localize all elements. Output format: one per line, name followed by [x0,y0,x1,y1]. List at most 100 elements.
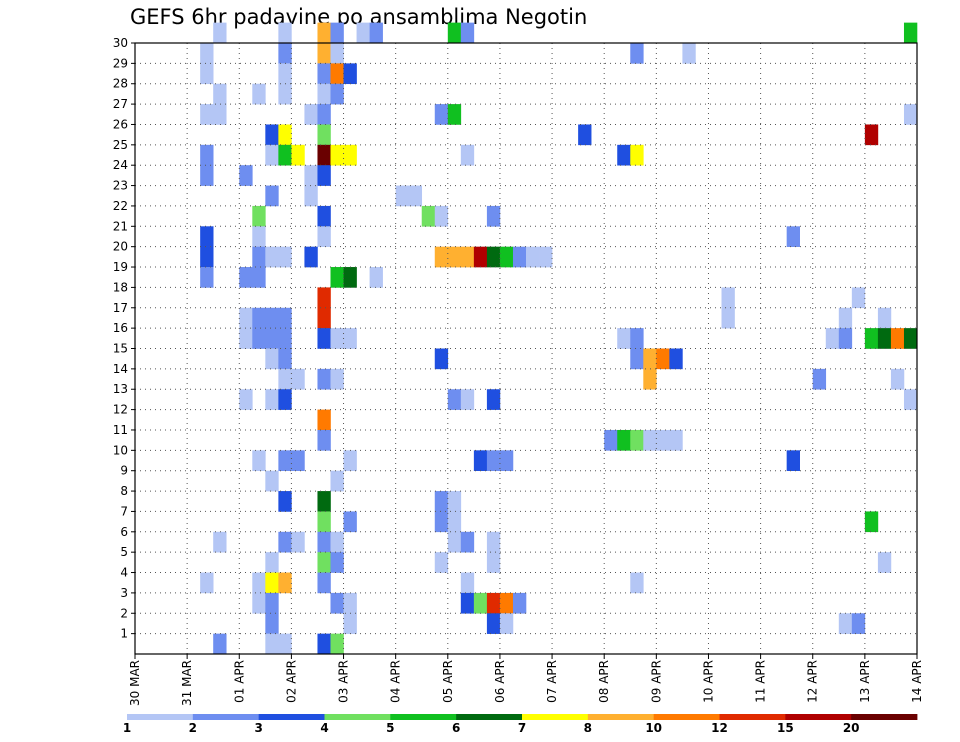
heatmap-cell [317,409,331,431]
legend-swatch [456,714,523,720]
legend-swatch [390,714,457,720]
heatmap-cell [265,124,279,146]
heatmap-cell [278,144,292,166]
heatmap-cell [200,43,214,64]
heatmap-cell [317,552,331,573]
heatmap-cell [278,491,292,512]
y-tick-label: 29 [113,56,128,70]
x-tick-label: 06 APR [493,660,507,703]
x-tick-label: 02 APR [284,660,298,703]
heatmap-cell [721,307,735,329]
heatmap-cell [252,205,266,227]
heatmap-cell [291,531,305,553]
heatmap-cell [317,43,331,64]
heatmap-cell [460,531,475,553]
heatmap-cell [434,104,449,125]
heatmap-cell [200,246,214,268]
heatmap-cell [317,83,331,105]
y-tick-label: 14 [113,362,128,376]
heatmap-cell [252,450,266,471]
heatmap-cell [317,165,331,186]
heatmap-cell [356,22,370,44]
legend-swatch [587,714,655,720]
legend-label: 10 [645,721,662,735]
heatmap-cell [317,531,331,553]
heatmap-cell [486,246,501,268]
heatmap-cell [317,328,331,349]
legend-label: 4 [320,721,328,735]
heatmap-cell [278,246,292,268]
y-tick-label: 15 [113,342,128,356]
heatmap-cell [265,389,279,410]
heatmap-cell [317,633,331,655]
heatmap-cell [265,633,279,655]
heatmap-cell [330,22,344,44]
heatmap-cell [304,104,318,125]
heatmap-cell [630,429,644,451]
y-tick-label: 21 [113,219,128,233]
heatmap-cell [877,307,892,329]
heatmap-cell [252,267,266,288]
y-tick-label: 10 [113,443,128,457]
heatmap-cell [786,450,800,471]
heatmap-cell [330,63,344,85]
heatmap-cell [473,592,488,614]
y-axis: 1234567891011121314151617181920212223242… [113,36,135,641]
heatmap-cell [343,613,357,634]
heatmap-cell [213,104,227,125]
legend-swatch [522,714,589,720]
heatmap-cell [239,389,253,410]
x-tick-label: 10 APR [701,660,715,703]
heatmap-cell [317,491,331,512]
heatmap-cell [682,43,696,64]
heatmap-cell [278,22,292,44]
legend-swatch [719,714,786,720]
x-tick-label: 03 APR [337,660,351,703]
heatmap-cell [330,144,344,166]
heatmap-cell [369,22,383,44]
heatmap-cell [291,368,305,390]
heatmap-cell [343,328,357,349]
heatmap-cell [278,348,292,370]
heatmap-cell [447,104,462,125]
legend-label: 12 [711,721,728,735]
y-tick-label: 30 [113,36,128,50]
x-tick-label: 01 APR [232,660,246,703]
heatmap-cell [369,267,383,288]
y-tick-label: 19 [113,260,128,274]
heatmap-cell [317,511,331,533]
legend-label: 7 [518,721,526,735]
legend-swatch [851,714,918,720]
legend-label: 1 [123,721,131,735]
heatmap-cell [851,613,866,634]
heatmap-cell [656,348,670,370]
heatmap-cell [460,592,475,614]
heatmap-cell [838,307,853,329]
legend-label: 15 [777,721,794,735]
heatmap-cell [200,104,214,125]
legend-swatch [127,714,194,720]
heatmap-cell [434,246,449,268]
heatmap-cell [265,246,279,268]
y-tick-label: 3 [120,586,128,600]
heatmap-cell [669,348,683,370]
heatmap-cell [408,185,423,207]
legend-label: 8 [584,721,592,735]
heatmap-cell [903,22,918,44]
heatmap-cell [630,348,644,370]
legend-swatch [192,714,260,720]
heatmap-cell [486,389,501,410]
heatmap-cell [721,287,735,309]
heatmap-cell [317,287,331,309]
legend-label: 2 [189,721,197,735]
heatmap-cell [473,246,488,268]
heatmap-cell [252,246,266,268]
heatmap-cell [447,531,462,553]
heatmap-cell [838,328,853,349]
y-tick-label: 17 [113,301,128,315]
heatmap-cell [317,63,331,85]
heatmap-cell [278,368,292,390]
y-tick-label: 28 [113,77,128,91]
heatmap-cell [499,450,514,471]
